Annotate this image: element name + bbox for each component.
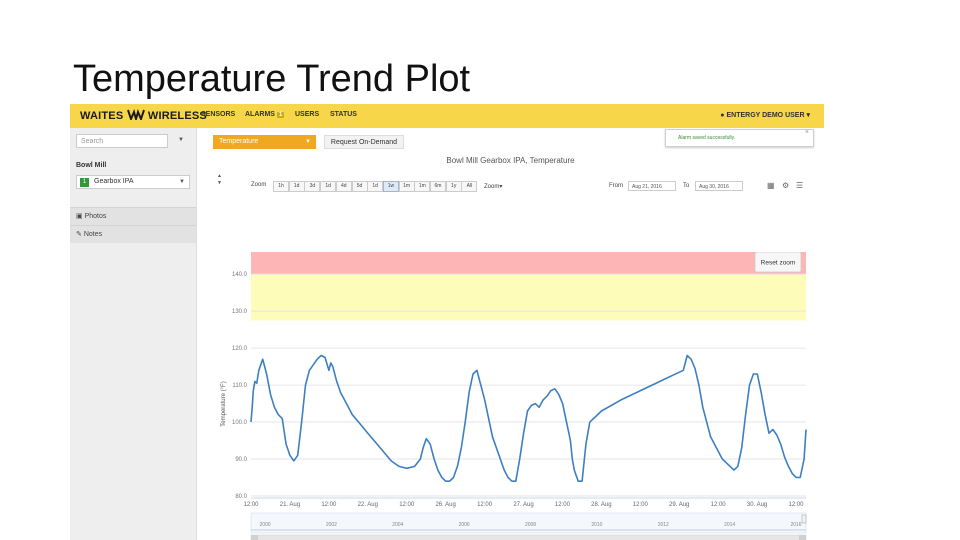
chevron-down-icon: ▾ — [499, 184, 503, 190]
alarm-band — [251, 252, 806, 275]
navigator-label: 2010 — [591, 522, 602, 528]
navigator-label: 2016 — [790, 522, 801, 528]
x-tick-label: 26. Aug — [435, 502, 455, 508]
sidebar-item-notes[interactable]: ✎ Notes — [70, 225, 196, 243]
zoom-option-11[interactable]: 1y — [445, 181, 462, 192]
x-tick-label: 12:00 — [788, 502, 804, 508]
navigator-label: 2006 — [459, 522, 470, 528]
temperature-chart[interactable]: 80.0 90.0 100.0 110.0 120.0 130.0 140.0 Tempera… — [197, 252, 824, 540]
request-on-demand-button[interactable]: Request On-Demand — [324, 135, 404, 149]
y-tick-label: 130.0 — [232, 309, 248, 315]
menu-icon[interactable]: ☰ — [796, 181, 804, 190]
search-input[interactable]: Search — [76, 134, 168, 148]
x-tick-label: 12:00 — [633, 502, 649, 508]
navigator-label: 2004 — [392, 522, 403, 528]
zoom-option-0[interactable]: 1h — [273, 181, 289, 192]
temperature-series-line — [250, 354, 807, 482]
x-tick-label: 12:00 — [711, 502, 727, 508]
x-tick-label: 28. Aug — [591, 502, 611, 508]
x-tick-label: 27. Aug — [513, 502, 533, 508]
zoom-option-3[interactable]: 1d — [320, 181, 337, 192]
camera-icon: ▣ — [76, 213, 85, 220]
zoom-option-4[interactable]: 4d — [335, 181, 352, 192]
alarms-badge: 1 — [276, 112, 285, 118]
scrollbar[interactable] — [250, 534, 807, 540]
zoom-option-10[interactable]: 6m — [430, 181, 446, 192]
chart-scroll-arrows[interactable]: ▲ ▼ — [217, 173, 222, 186]
success-toast: Alarm saved successfully. × — [665, 129, 814, 147]
x-tick-label: 30. Aug — [747, 502, 767, 508]
y-tick-label: 110.0 — [232, 383, 247, 389]
from-date-input[interactable]: Aug 21, 2016 — [628, 181, 676, 191]
zoom-option-9[interactable]: 1m — [414, 181, 431, 192]
reset-zoom-button[interactable] — [754, 252, 802, 273]
sensor-select[interactable]: 1 Gearbox IPA ▼ — [76, 175, 190, 189]
app-window: WAITES WIRELESS SENSORS ALARMS 1 USERS ST… — [70, 104, 824, 540]
y-tick-label: 80.0 — [235, 494, 247, 500]
y-tick-label: 100.0 — [232, 420, 248, 426]
y-axis-label: Temperature (°F) — [221, 381, 227, 426]
scrollbar-right-button[interactable] — [799, 535, 806, 540]
search-dropdown-icon[interactable]: ▼ — [178, 137, 184, 143]
sensor-status-icon: 1 — [80, 178, 89, 187]
measurement-select[interactable]: Temperature ▼ — [213, 135, 316, 149]
chevron-down-icon: ▾ — [806, 112, 810, 119]
main-panel: Temperature ▼ Request On-Demand Alarm sav… — [197, 128, 824, 540]
navigator-label: 2014 — [724, 522, 735, 528]
zoom-option-2[interactable]: 3d — [304, 181, 321, 192]
y-tick-label: 90.0 — [235, 457, 247, 463]
nav-sensors[interactable]: SENSORS — [201, 111, 236, 118]
settings-icon[interactable]: ⚙ — [782, 181, 790, 190]
zoom-label: Zoom — [251, 182, 267, 188]
navigator-label: 2012 — [658, 522, 669, 528]
x-tick-label: 12:00 — [477, 502, 493, 508]
site-name: Bowl Mill — [76, 162, 107, 169]
logo[interactable]: WAITES WIRELESS — [80, 109, 207, 122]
zoom-option-1[interactable]: 1d — [288, 181, 305, 192]
zoom-option-7[interactable]: 1w — [382, 181, 399, 192]
zoom-option-6[interactable]: 1d — [367, 181, 384, 192]
slide-title: Temperature Trend Plot — [73, 58, 471, 100]
y-tick-label: 140.0 — [232, 272, 248, 278]
navigator-label: 2000 — [259, 522, 270, 528]
navigator-label: 2008 — [525, 522, 536, 528]
reset-zoom-label: Reset zoom — [761, 260, 796, 267]
pencil-icon: ✎ — [76, 231, 84, 238]
navigator-label: 2002 — [326, 522, 337, 528]
sidebar-item-photos[interactable]: ▣ Photos — [70, 207, 196, 225]
zoom-option-5[interactable]: 5d — [351, 181, 368, 192]
nav-status[interactable]: STATUS — [330, 111, 357, 118]
table-icon[interactable]: ▦ — [767, 181, 775, 190]
x-tick-label: 29. Aug — [669, 502, 689, 508]
logo-mark-icon — [126, 109, 145, 120]
to-label: To — [683, 183, 690, 189]
nav-users[interactable]: USERS — [295, 111, 320, 118]
y-tick-label: 120.0 — [232, 346, 248, 352]
x-tick-label: 12:00 — [555, 502, 571, 508]
user-menu[interactable]: ● ENTERGY DEMO USER ▾ — [720, 112, 810, 119]
chevron-down-icon: ▼ — [305, 139, 311, 145]
x-tick-label: 21. Aug — [280, 502, 300, 508]
nav-alarms[interactable]: ALARMS 1 — [245, 111, 285, 118]
close-icon[interactable]: × — [804, 129, 809, 136]
navigator-handle[interactable] — [801, 514, 807, 524]
user-icon: ● — [720, 112, 727, 119]
x-tick-label: 12:00 — [399, 502, 415, 508]
warning-band — [251, 274, 806, 321]
to-date-input[interactable]: Aug 30, 2016 — [695, 181, 743, 191]
top-navbar: WAITES WIRELESS SENSORS ALARMS 1 USERS ST… — [70, 104, 824, 128]
from-label: From — [609, 183, 623, 189]
zoom-option-12[interactable]: All — [461, 181, 478, 192]
x-tick-label: 12:00 — [243, 502, 259, 508]
x-tick-label: 12:00 — [321, 502, 337, 508]
chevron-down-icon: ▼ — [179, 179, 185, 185]
zoom-option-8[interactable]: 1m — [398, 181, 415, 192]
x-tick-label: 22. Aug — [358, 502, 378, 508]
scrollbar-left-button[interactable] — [251, 535, 258, 540]
mode-select[interactable]: Zoom▾ — [484, 184, 503, 190]
sidebar: Search ▼ Bowl Mill 1 Gearbox IPA ▼ ▣ Pho… — [70, 128, 197, 540]
chart-title: Bowl Mill Gearbox IPA, Temperature — [446, 156, 575, 165]
